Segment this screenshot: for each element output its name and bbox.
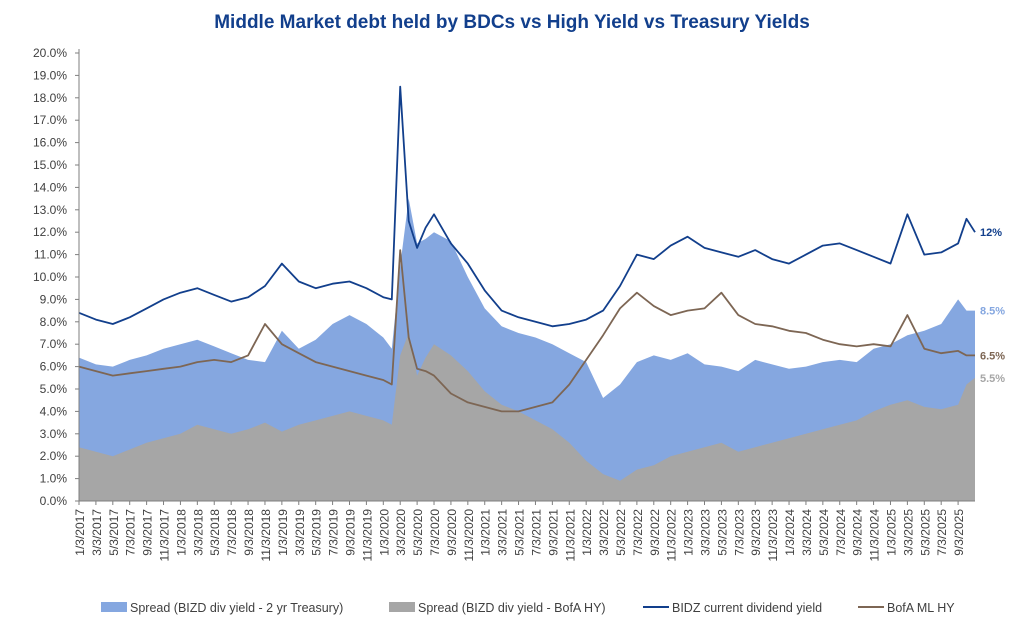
y-tick-label: 4.0% — [40, 404, 68, 418]
end-value-label: 12% — [980, 227, 1002, 239]
y-tick-label: 9.0% — [40, 292, 68, 306]
y-tick-label: 3.0% — [40, 427, 68, 441]
x-tick-label: 1/3/2023 — [682, 509, 696, 556]
y-tick-label: 11.0% — [34, 248, 67, 262]
x-tick-label: 3/3/2024 — [800, 509, 814, 556]
x-tick-label: 3/3/2017 — [90, 509, 104, 556]
y-tick-label: 14.0% — [33, 180, 67, 194]
y-tick-label: 8.0% — [40, 315, 68, 329]
y-tick-label: 6.0% — [40, 360, 68, 374]
x-tick-label: 11/3/2020 — [462, 509, 476, 562]
legend-label-spread-bizd-div-yield-bofa-hy: Spread (BIZD div yield - BofA HY) — [418, 601, 606, 615]
x-tick-label: 3/3/2019 — [293, 509, 307, 556]
y-tick-label: 2.0% — [40, 449, 68, 463]
x-tick-label: 9/3/2019 — [343, 509, 357, 556]
x-tick-label: 7/3/2021 — [529, 509, 543, 556]
legend-swatch-spread-bizd-div-yield-bofa-hy — [389, 602, 415, 612]
x-tick-label: 11/3/2023 — [766, 509, 780, 562]
x-tick-label: 11/3/2022 — [665, 509, 679, 562]
y-tick-label: 16.0% — [33, 136, 67, 150]
x-tick-label: 7/3/2025 — [935, 509, 949, 556]
x-tick-label: 1/3/2024 — [783, 509, 797, 556]
x-tick-label: 3/3/2022 — [597, 509, 611, 556]
x-tick-label: 1/3/2018 — [174, 509, 188, 556]
x-tick-label: 11/3/2018 — [259, 509, 273, 562]
x-tick-label: 5/3/2024 — [817, 509, 831, 556]
series-line-bidz-current-dividend-yield — [78, 85, 976, 328]
x-tick-label: 9/3/2018 — [242, 509, 256, 556]
x-tick-label: 5/3/2022 — [614, 509, 628, 556]
y-tick-label: 0.0% — [40, 494, 68, 508]
x-tick-label: 9/3/2023 — [749, 509, 763, 556]
x-tick-label: 7/3/2018 — [225, 509, 239, 556]
x-tick-label: 5/3/2019 — [310, 509, 324, 556]
x-tick-label: 3/3/2020 — [394, 509, 408, 556]
y-tick-label: 18.0% — [33, 91, 67, 105]
x-tick-label: 5/3/2020 — [411, 509, 425, 556]
x-tick-label: 3/3/2025 — [901, 509, 915, 556]
x-tick-label: 1/3/2019 — [276, 509, 290, 556]
y-tick-label: 20.0% — [33, 46, 67, 60]
x-tick-label: 3/3/2023 — [699, 509, 713, 556]
x-tick-label: 7/3/2019 — [327, 509, 341, 556]
y-tick-label: 1.0% — [40, 472, 68, 486]
series-area-spread-bizd-div-yield-bofa-hy — [79, 333, 975, 501]
end-value-label: 8.5% — [980, 306, 1005, 318]
x-tick-label: 5/3/2017 — [107, 509, 121, 556]
x-tick-label: 9/3/2025 — [952, 509, 966, 556]
x-tick-label: 7/3/2023 — [732, 509, 746, 556]
end-value-label: 5.5% — [980, 373, 1005, 385]
end-value-label: 6.5% — [980, 350, 1005, 362]
y-tick-label: 15.0% — [33, 158, 67, 172]
x-tick-label: 1/3/2025 — [884, 509, 898, 556]
x-tick-label: 1/3/2021 — [479, 509, 493, 556]
x-tick-label: 9/3/2024 — [851, 509, 865, 556]
x-tick-label: 11/3/2019 — [360, 509, 374, 562]
y-tick-label: 10.0% — [33, 270, 67, 284]
y-tick-label: 5.0% — [40, 382, 68, 396]
x-tick-label: 1/3/2022 — [580, 509, 594, 556]
y-tick-label: 13.0% — [33, 203, 67, 217]
x-tick-label: 9/3/2020 — [445, 509, 459, 556]
series-line-bofa-ml-hy — [78, 249, 975, 413]
x-tick-label: 5/3/2023 — [715, 509, 729, 556]
x-tick-label: 3/3/2018 — [191, 509, 205, 556]
legend-label-spread-bizd-div-yield-2-yr-treasury: Spread (BIZD div yield - 2 yr Treasury) — [130, 601, 343, 615]
x-tick-label: 7/3/2024 — [834, 509, 848, 556]
x-tick-label: 1/3/2017 — [73, 509, 87, 556]
x-tick-label: 7/3/2022 — [631, 509, 645, 556]
y-tick-label: 7.0% — [40, 337, 68, 351]
x-tick-label: 9/3/2017 — [141, 509, 155, 556]
x-tick-label: 11/3/2017 — [158, 509, 172, 562]
y-tick-label: 12.0% — [33, 225, 67, 239]
x-tick-label: 9/3/2021 — [546, 509, 560, 556]
y-tick-label: 17.0% — [33, 113, 67, 127]
legend-label-bofa-ml-hy: BofA ML HY — [887, 601, 955, 615]
y-tick-label: 19.0% — [33, 68, 67, 82]
x-tick-label: 1/3/2020 — [377, 509, 391, 556]
x-tick-label: 11/3/2024 — [868, 509, 882, 562]
legend-label-bidz-current-dividend-yield: BIDZ current dividend yield — [672, 601, 822, 615]
x-tick-label: 9/3/2022 — [648, 509, 662, 556]
x-tick-label: 7/3/2017 — [124, 509, 138, 556]
x-tick-label: 11/3/2021 — [563, 509, 577, 562]
x-tick-label: 3/3/2021 — [496, 509, 510, 556]
x-tick-label: 5/3/2021 — [513, 509, 527, 556]
chart-title: Middle Market debt held by BDCs vs High … — [214, 12, 810, 33]
x-tick-label: 5/3/2025 — [918, 509, 932, 556]
legend-swatch-spread-bizd-div-yield-2-yr-treasury — [101, 602, 127, 612]
x-tick-label: 5/3/2018 — [208, 509, 222, 556]
x-tick-label: 7/3/2020 — [428, 509, 442, 556]
